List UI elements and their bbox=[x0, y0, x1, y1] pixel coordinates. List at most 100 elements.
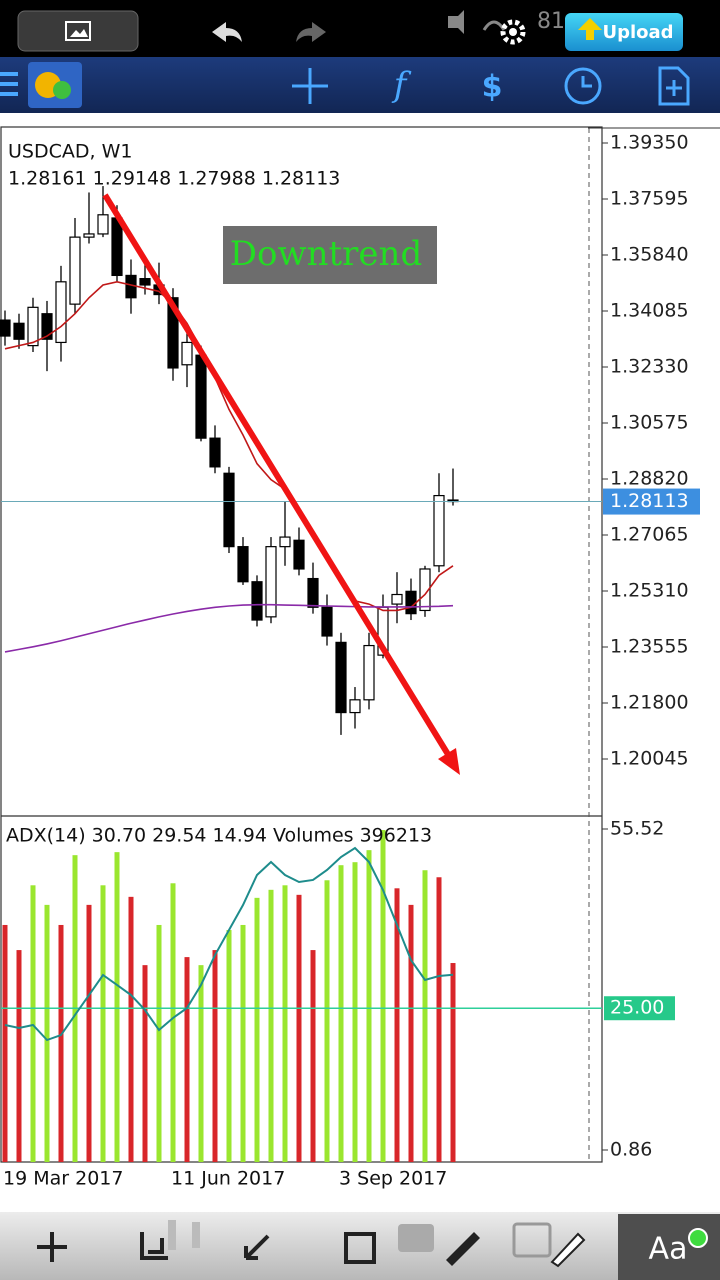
volume-bar bbox=[86, 904, 92, 1162]
period-button[interactable] bbox=[564, 67, 602, 105]
moving-average bbox=[4, 603, 454, 653]
volume-bar bbox=[422, 870, 428, 1162]
volume-bar bbox=[254, 897, 260, 1162]
candle-body bbox=[433, 494, 445, 567]
app-logo-mark2 bbox=[53, 81, 71, 99]
candle-body bbox=[321, 606, 333, 637]
volume-bar bbox=[128, 896, 134, 1162]
rectangle-tool[interactable] bbox=[344, 1232, 376, 1264]
indicator-title: ADX(14) 30.70 29.54 14.94 Volumes 396213 bbox=[6, 825, 432, 847]
notes-tool[interactable] bbox=[512, 1222, 552, 1258]
volume-bar bbox=[114, 852, 120, 1162]
volume-bar bbox=[436, 877, 442, 1162]
upload-icon bbox=[578, 18, 602, 40]
crop-tool[interactable] bbox=[140, 1232, 168, 1260]
volume-bar bbox=[366, 850, 372, 1162]
volume-bar bbox=[310, 950, 316, 1162]
adx-line bbox=[4, 846, 454, 1042]
candle-body bbox=[279, 536, 291, 548]
settings-icon[interactable] bbox=[500, 19, 526, 45]
chart-title: USDCAD, W1 bbox=[8, 141, 132, 163]
y-tick-label: 1.25310 bbox=[610, 579, 689, 601]
candle-body bbox=[13, 322, 25, 340]
candle-body bbox=[167, 297, 179, 369]
volume-bar bbox=[212, 950, 218, 1162]
candle-body bbox=[97, 214, 109, 235]
volume-bar bbox=[100, 885, 106, 1162]
volume-bar bbox=[2, 924, 8, 1162]
volume-bar bbox=[44, 904, 50, 1162]
volume-bar bbox=[338, 865, 344, 1162]
volume-bar bbox=[16, 950, 22, 1162]
y-tick-label: 0.86 bbox=[610, 1139, 652, 1161]
text-tool-box[interactable] bbox=[618, 1214, 720, 1280]
gallery-button[interactable] bbox=[17, 10, 139, 52]
period-button-hands bbox=[581, 76, 592, 88]
candle-body bbox=[69, 236, 81, 305]
undo-button[interactable] bbox=[212, 22, 242, 42]
y-tick-label: 1.23555 bbox=[610, 635, 689, 657]
x-tick-label: 19 Mar 2017 bbox=[3, 1168, 123, 1190]
indicator-panel: 25.00 55.52 0.86 bbox=[1, 818, 675, 1162]
volume-bar bbox=[268, 889, 274, 1162]
candle-tool-2 bbox=[192, 1222, 200, 1248]
level-box bbox=[604, 996, 675, 1021]
candle-body bbox=[41, 313, 53, 340]
volume-bar bbox=[450, 963, 456, 1162]
crosshair-button[interactable] bbox=[292, 68, 328, 104]
y-tick-label: 1.37595 bbox=[610, 187, 689, 209]
candle-body bbox=[265, 546, 277, 618]
y-tick-label: 1.30575 bbox=[610, 411, 689, 433]
new-order-plus bbox=[666, 80, 682, 96]
move-tool[interactable] bbox=[37, 1232, 67, 1262]
volume-bar bbox=[240, 924, 246, 1162]
candle-body bbox=[181, 341, 193, 366]
volume-bar bbox=[296, 894, 302, 1162]
x-tick-label: 3 Sep 2017 bbox=[339, 1168, 447, 1190]
candle-body bbox=[111, 217, 123, 277]
inbox-tool[interactable] bbox=[398, 1224, 434, 1252]
volume-bar bbox=[282, 885, 288, 1162]
gallery-icon bbox=[65, 21, 91, 41]
edit-tool[interactable] bbox=[550, 1232, 586, 1268]
arrow-tool[interactable] bbox=[244, 1234, 270, 1260]
y-tick-label: 1.34085 bbox=[610, 299, 689, 321]
y-tick-label: 1.32330 bbox=[610, 355, 689, 377]
y-tick-label: 1.35840 bbox=[610, 243, 689, 265]
current-price-box bbox=[603, 488, 700, 515]
volume-bar bbox=[156, 924, 162, 1162]
bottom-toolbar bbox=[0, 1212, 720, 1280]
candle-body bbox=[223, 472, 235, 548]
candle-body bbox=[419, 568, 431, 612]
candle-body bbox=[195, 354, 207, 439]
volume-bar bbox=[394, 888, 400, 1162]
trend-arrow-head bbox=[438, 748, 460, 775]
mute-icon bbox=[448, 10, 464, 34]
pencil-tool[interactable] bbox=[446, 1232, 480, 1266]
volume-bar bbox=[170, 883, 176, 1162]
volume-bar bbox=[352, 862, 358, 1162]
volume-bar bbox=[226, 929, 232, 1162]
candle-body bbox=[209, 437, 221, 468]
candle-body bbox=[251, 581, 263, 621]
volume-bar bbox=[184, 957, 190, 1162]
volume-bar bbox=[142, 965, 148, 1162]
upload-label: Upload bbox=[602, 22, 673, 43]
chart-area bbox=[0, 113, 720, 1212]
candle-body bbox=[139, 278, 151, 286]
candle-body bbox=[307, 577, 319, 608]
redo-button[interactable] bbox=[296, 22, 326, 42]
y-tick-label: 1.20045 bbox=[610, 747, 689, 769]
candle-body bbox=[83, 233, 95, 238]
new-order-button[interactable] bbox=[658, 66, 690, 106]
candle-body bbox=[293, 539, 305, 570]
menu-button[interactable] bbox=[0, 72, 18, 96]
candle-body bbox=[349, 699, 361, 714]
trade-button[interactable]: $ bbox=[482, 70, 503, 105]
candle-body bbox=[27, 306, 39, 347]
moving-average bbox=[4, 280, 454, 612]
annotation-text: Downtrend bbox=[230, 234, 422, 274]
candle-tool[interactable] bbox=[168, 1220, 176, 1250]
volume-bar bbox=[58, 924, 64, 1162]
